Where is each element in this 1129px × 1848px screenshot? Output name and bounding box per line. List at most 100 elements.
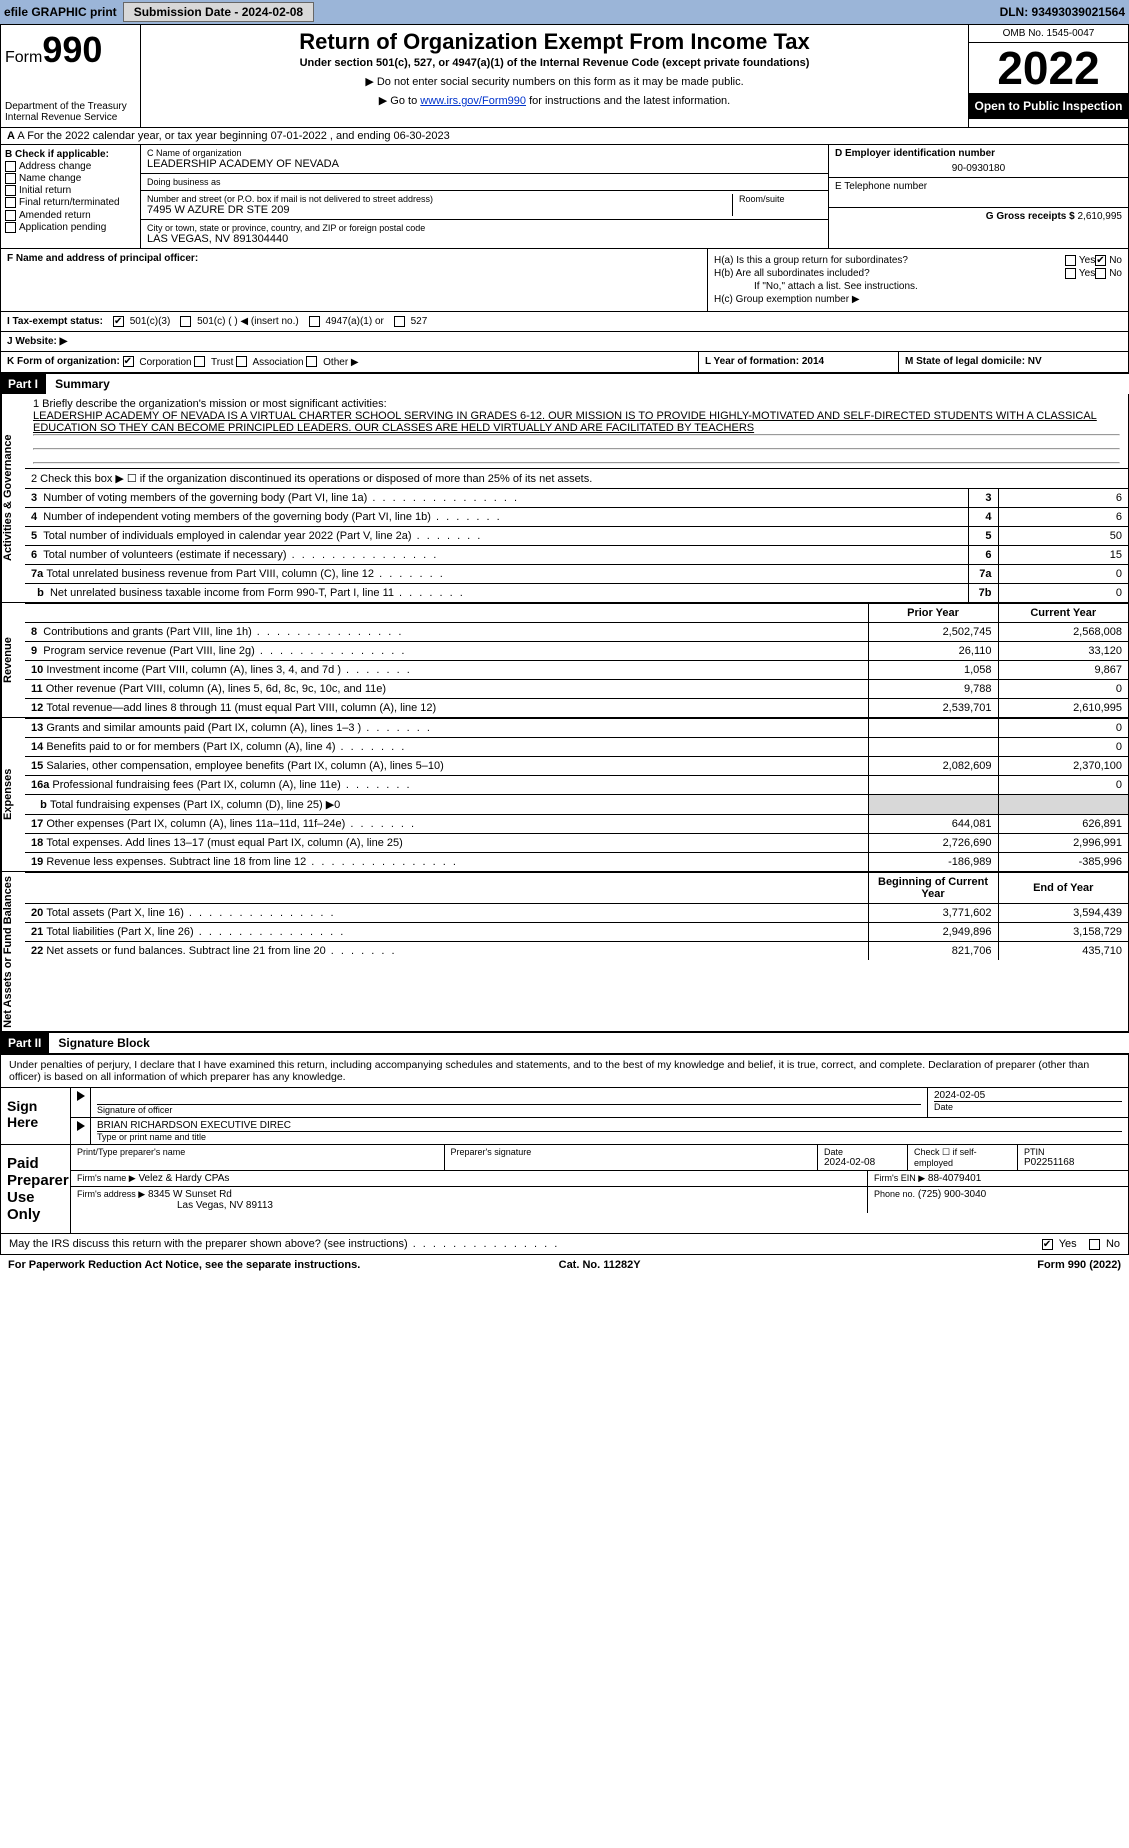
chk-assoc[interactable]: Association xyxy=(236,357,303,368)
chk-name[interactable]: Name change xyxy=(5,173,136,184)
ptin-label: PTIN xyxy=(1024,1147,1122,1157)
hdr-current: Current Year xyxy=(998,603,1128,622)
line-10-desc: Investment income (Part VIII, column (A)… xyxy=(46,664,411,676)
ptin-value: P02251168 xyxy=(1024,1157,1122,1168)
street-value: 7495 W AZURE DR STE 209 xyxy=(147,204,732,216)
discuss-no[interactable]: No xyxy=(1089,1238,1120,1250)
paid-preparer-label: Paid Preparer Use Only xyxy=(1,1145,71,1233)
col-d-ein: D Employer identification number 90-0930… xyxy=(828,145,1128,248)
line-14-prior xyxy=(868,737,998,756)
firm-ein-label: Firm's EIN ▶ xyxy=(874,1173,925,1183)
ha-no[interactable]: No xyxy=(1095,255,1122,266)
ha-label: H(a) Is this a group return for subordin… xyxy=(714,255,1065,266)
line-22-desc: Net assets or fund balances. Subtract li… xyxy=(46,945,396,957)
section-fh: F Name and address of principal officer:… xyxy=(0,249,1129,312)
line-9-cur: 33,120 xyxy=(998,641,1128,660)
chk-initial[interactable]: Initial return xyxy=(5,185,136,196)
efile-topbar: efile GRAPHIC print Submission Date - 20… xyxy=(0,0,1129,24)
hdr-end: End of Year xyxy=(998,872,1128,903)
col-b-title: B Check if applicable: xyxy=(5,149,136,160)
chk-trust[interactable]: Trust xyxy=(194,357,233,368)
phone-value: (725) 900-3040 xyxy=(918,1189,986,1200)
paid-preparer-row: Paid Preparer Use Only Print/Type prepar… xyxy=(1,1144,1128,1233)
chk-527[interactable]: 527 xyxy=(394,316,427,327)
form-subtitle: Under section 501(c), 527, or 4947(a)(1)… xyxy=(149,57,960,69)
line-5-desc: Total number of individuals employed in … xyxy=(43,530,482,542)
chk-501c[interactable]: 501(c) ( ) ◀ (insert no.) xyxy=(180,316,298,327)
col-b-checkboxes: B Check if applicable: Address change Na… xyxy=(1,145,141,248)
line-15-prior: 2,082,609 xyxy=(868,756,998,775)
line-11-cur: 0 xyxy=(998,679,1128,698)
chk-501c3[interactable]: 501(c)(3) xyxy=(113,316,170,327)
hb-yes[interactable]: Yes xyxy=(1065,268,1095,279)
line-15-cur: 2,370,100 xyxy=(998,756,1128,775)
irs-label: Internal Revenue Service xyxy=(5,112,136,123)
line-16b-desc: Total fundraising expenses (Part IX, col… xyxy=(50,799,340,811)
footer-right: Form 990 (2022) xyxy=(1037,1259,1121,1271)
triangle-icon xyxy=(77,1091,85,1101)
prep-sig-label: Preparer's signature xyxy=(451,1147,812,1157)
submission-date-button[interactable]: Submission Date - 2024-02-08 xyxy=(123,2,314,22)
website-label: J Website: ▶ xyxy=(7,336,67,347)
line-17-cur: 626,891 xyxy=(998,814,1128,833)
line-18-desc: Total expenses. Add lines 13–17 (must eq… xyxy=(46,837,402,849)
open-to-public: Open to Public Inspection xyxy=(969,93,1128,119)
line-13-desc: Grants and similar amounts paid (Part IX… xyxy=(46,722,432,734)
omb-number: OMB No. 1545-0047 xyxy=(969,25,1128,43)
chk-corp[interactable]: Corporation xyxy=(123,357,192,368)
form-title-box: Return of Organization Exempt From Incom… xyxy=(141,25,968,127)
discuss-yes[interactable]: Yes xyxy=(1042,1238,1077,1250)
hb-no[interactable]: No xyxy=(1095,268,1122,279)
line-7b-val: 0 xyxy=(998,583,1128,602)
line-6-num: 6 xyxy=(968,545,998,564)
line-6-val: 15 xyxy=(998,545,1128,564)
part1-title: Summary xyxy=(55,377,110,391)
org-name: LEADERSHIP ACADEMY OF NEVADA xyxy=(147,158,822,170)
line-21-end: 3,158,729 xyxy=(998,922,1128,941)
line-20-desc: Total assets (Part X, line 16) xyxy=(46,907,335,919)
line-18-prior: 2,726,690 xyxy=(868,833,998,852)
line-8-prior: 2,502,745 xyxy=(868,622,998,641)
chk-address[interactable]: Address change xyxy=(5,161,136,172)
line-3-val: 6 xyxy=(998,488,1128,507)
line-12-desc: Total revenue—add lines 8 through 11 (mu… xyxy=(46,702,436,714)
line-7a-desc: Total unrelated business revenue from Pa… xyxy=(46,568,445,580)
line-21-desc: Total liabilities (Part X, line 26) xyxy=(46,926,345,938)
hdr-begin: Beginning of Current Year xyxy=(868,872,998,903)
line-13-cur: 0 xyxy=(998,718,1128,737)
line-6-desc: Total number of volunteers (estimate if … xyxy=(43,549,438,561)
row-i-tax-status: I Tax-exempt status: 501(c)(3) 501(c) ( … xyxy=(0,312,1129,332)
chk-4947[interactable]: 4947(a)(1) or xyxy=(309,316,384,327)
firm-addr2: Las Vegas, NV 89113 xyxy=(177,1200,273,1211)
discuss-label: May the IRS discuss this return with the… xyxy=(9,1238,559,1250)
phone-label: Phone no. xyxy=(874,1189,915,1199)
col-m: M State of legal domicile: NV xyxy=(898,352,1128,371)
ha-yes[interactable]: Yes xyxy=(1065,255,1095,266)
col-c-org-info: C Name of organization LEADERSHIP ACADEM… xyxy=(141,145,828,248)
dept-label: Department of the Treasury xyxy=(5,101,136,112)
goto-note: ▶ Go to www.irs.gov/Form990 for instruct… xyxy=(149,94,960,107)
firm-name-label: Firm's name ▶ xyxy=(77,1173,136,1183)
chk-final[interactable]: Final return/terminated xyxy=(5,197,136,208)
line-4-val: 6 xyxy=(998,507,1128,526)
line-9-prior: 26,110 xyxy=(868,641,998,660)
line-8-desc: Contributions and grants (Part VIII, lin… xyxy=(43,626,403,638)
line-10-prior: 1,058 xyxy=(868,660,998,679)
form-prefix: Form xyxy=(5,49,42,66)
hdr-prior: Prior Year xyxy=(868,603,998,622)
line-16b-prior xyxy=(868,794,998,814)
city-label: City or town, state or province, country… xyxy=(147,223,822,233)
form-header: Form990 Department of the Treasury Inter… xyxy=(0,24,1129,128)
irs-link[interactable]: www.irs.gov/Form990 xyxy=(420,95,526,107)
chk-application[interactable]: Application pending xyxy=(5,222,136,233)
self-employed-check[interactable]: Check ☐ if self-employed xyxy=(908,1145,1018,1170)
chk-other[interactable]: Other ▶ xyxy=(306,357,358,368)
part2-num: Part II xyxy=(0,1033,49,1053)
row-klm: K Form of organization: Corporation Trus… xyxy=(0,352,1129,372)
tax-status-label: I Tax-exempt status: xyxy=(7,316,103,327)
line-11-desc: Other revenue (Part VIII, column (A), li… xyxy=(46,683,386,695)
line-4-num: 4 xyxy=(968,507,998,526)
line-19-cur: -385,996 xyxy=(998,852,1128,871)
chk-amended[interactable]: Amended return xyxy=(5,210,136,221)
row-a-tax-year: A A For the 2022 calendar year, or tax y… xyxy=(0,128,1129,145)
